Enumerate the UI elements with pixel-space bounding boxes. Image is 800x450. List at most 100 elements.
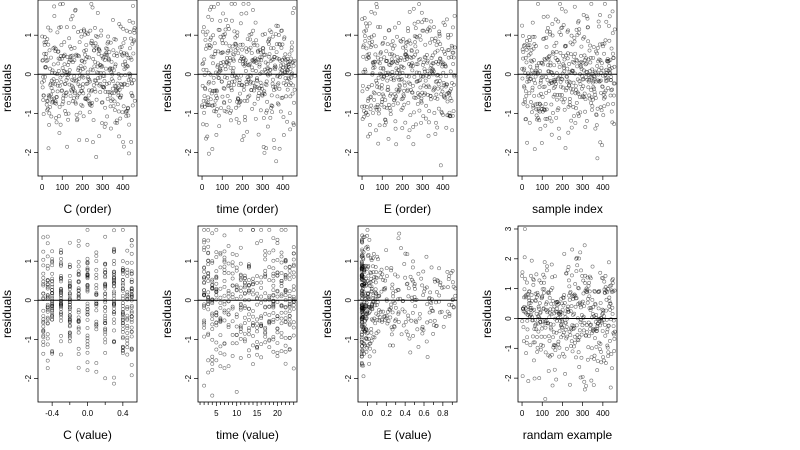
data-point <box>120 272 125 276</box>
data-point <box>76 271 81 276</box>
data-point <box>85 350 90 355</box>
data-point <box>41 98 46 102</box>
data-point <box>229 118 233 123</box>
data-point <box>128 55 133 60</box>
data-point <box>92 48 97 53</box>
data-point <box>113 64 118 69</box>
data-point <box>125 331 130 335</box>
data-point <box>413 52 418 57</box>
data-point <box>50 257 55 261</box>
data-point <box>59 334 63 338</box>
data-point <box>79 34 84 39</box>
data-point <box>112 306 116 311</box>
data-point <box>282 35 287 40</box>
data-point <box>559 32 563 37</box>
data-point <box>569 327 574 332</box>
data-point <box>218 319 223 324</box>
data-point <box>88 67 93 72</box>
data-point <box>279 310 284 315</box>
data-point <box>41 319 46 324</box>
data-point <box>67 273 72 278</box>
data-point <box>245 129 250 134</box>
data-point <box>543 123 548 128</box>
data-point <box>259 316 264 321</box>
data-point <box>433 50 438 55</box>
data-point <box>360 89 365 94</box>
data-point <box>242 304 247 309</box>
data-point <box>42 51 47 56</box>
data-point <box>125 335 130 340</box>
data-point <box>206 370 211 375</box>
data-point <box>360 288 364 293</box>
data-point <box>437 293 442 298</box>
data-point <box>251 343 255 348</box>
data-point <box>259 322 264 326</box>
data-point <box>206 228 211 232</box>
data-point <box>50 306 55 311</box>
data-point <box>234 105 238 110</box>
data-point <box>120 266 125 271</box>
data-point <box>79 58 84 63</box>
data-point <box>537 118 542 123</box>
data-point <box>589 355 594 360</box>
data-point <box>108 40 113 45</box>
data-point <box>596 19 601 24</box>
data-point <box>287 273 292 278</box>
data-point <box>527 35 532 39</box>
data-point <box>251 282 255 287</box>
data-point <box>603 38 608 43</box>
data-point <box>543 102 548 106</box>
data-point <box>94 272 99 277</box>
data-point <box>275 327 280 331</box>
data-point <box>263 275 268 279</box>
data-point <box>422 67 427 72</box>
data-point <box>360 283 365 287</box>
data-point <box>76 325 81 330</box>
data-point <box>571 312 575 317</box>
data-point <box>573 51 578 56</box>
data-point <box>125 274 130 278</box>
data-point <box>536 106 541 111</box>
data-point <box>601 276 606 281</box>
data-point <box>441 324 446 329</box>
data-point <box>94 369 99 374</box>
data-point <box>371 252 376 256</box>
data-point <box>120 321 125 326</box>
data-point <box>363 69 368 74</box>
data-point <box>103 89 108 94</box>
data-point <box>94 267 99 272</box>
data-point <box>388 108 393 113</box>
data-point <box>271 138 276 142</box>
data-point <box>520 76 525 81</box>
data-point <box>76 68 81 72</box>
data-point <box>612 336 617 341</box>
data-point <box>574 296 579 301</box>
data-point <box>59 276 63 280</box>
data-point <box>602 51 606 56</box>
data-point <box>255 302 259 307</box>
data-point <box>402 83 407 88</box>
data-point <box>540 322 545 327</box>
data-point <box>242 285 247 290</box>
data-point <box>532 327 537 331</box>
data-point <box>371 264 375 269</box>
data-point <box>562 107 567 112</box>
data-point <box>548 60 553 65</box>
data-point <box>567 100 572 105</box>
data-point <box>67 309 72 314</box>
data-point <box>601 113 606 118</box>
data-point <box>369 94 373 99</box>
data-point <box>85 345 90 350</box>
data-point <box>391 78 396 83</box>
data-point <box>59 43 64 47</box>
data-point <box>264 108 269 113</box>
data-point <box>525 79 530 84</box>
data-point <box>544 90 548 95</box>
data-point <box>210 260 215 265</box>
data-point <box>549 327 554 332</box>
data-point <box>206 238 211 243</box>
data-point <box>243 118 247 123</box>
data-point <box>112 291 116 296</box>
data-point <box>45 241 50 246</box>
